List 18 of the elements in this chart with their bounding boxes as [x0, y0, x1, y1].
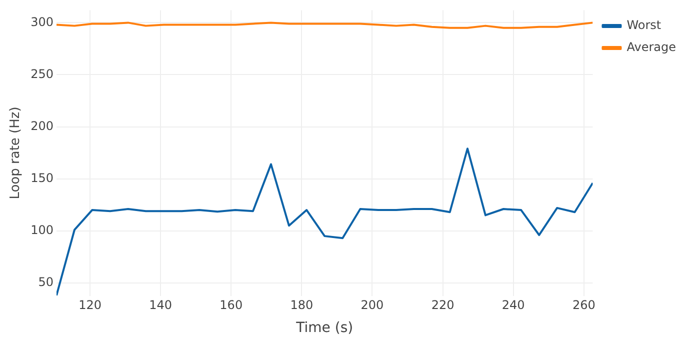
x-tick-label: 240	[502, 298, 525, 312]
legend-label: Worst	[626, 18, 662, 32]
x-tick-label: 140	[149, 298, 172, 312]
x-axis-title: Time (s)	[295, 320, 354, 336]
x-tick-label: 160	[220, 298, 243, 312]
x-tick-label: 180	[290, 298, 314, 312]
y-tick-label: 250	[30, 66, 54, 81]
x-tick-label: 220	[431, 298, 454, 312]
y-tick-label: 200	[30, 118, 54, 133]
y-tick-label: 150	[30, 170, 54, 185]
x-tick-label: 120	[78, 298, 102, 312]
y-tick-label: 300	[30, 14, 54, 29]
x-tick-label: 200	[360, 298, 384, 312]
y-axis-title: Loop rate (Hz)	[8, 106, 24, 200]
legend-label: Average	[626, 40, 676, 54]
y-tick-label: 50	[38, 275, 54, 290]
y-tick-label: 100	[30, 222, 54, 237]
x-tick-label: 260	[572, 298, 596, 312]
